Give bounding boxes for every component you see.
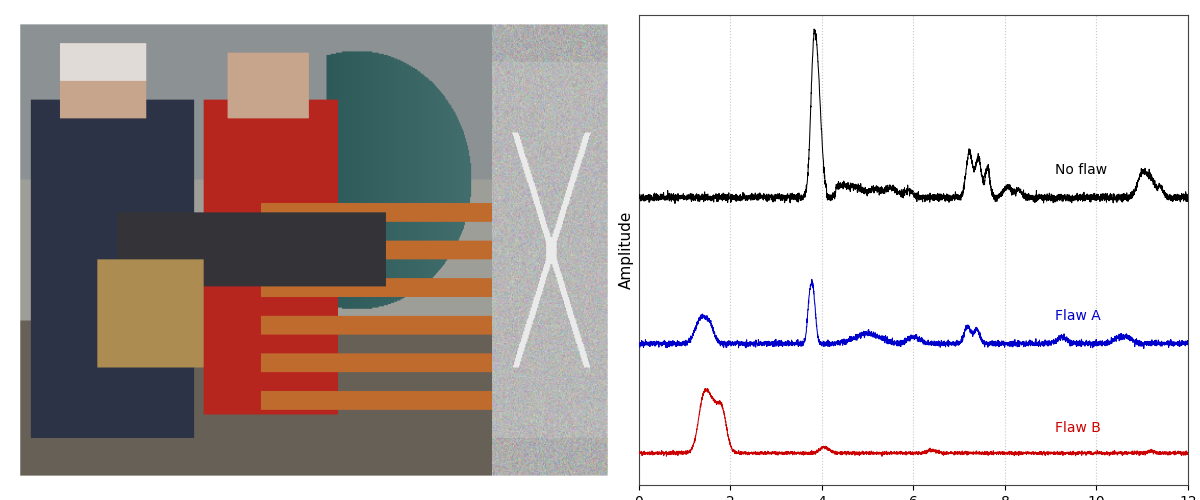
Text: No flaw: No flaw [1055, 163, 1108, 177]
Y-axis label: Amplitude: Amplitude [618, 211, 634, 289]
Text: Flaw B: Flaw B [1055, 421, 1102, 435]
Text: Flaw A: Flaw A [1055, 309, 1102, 323]
